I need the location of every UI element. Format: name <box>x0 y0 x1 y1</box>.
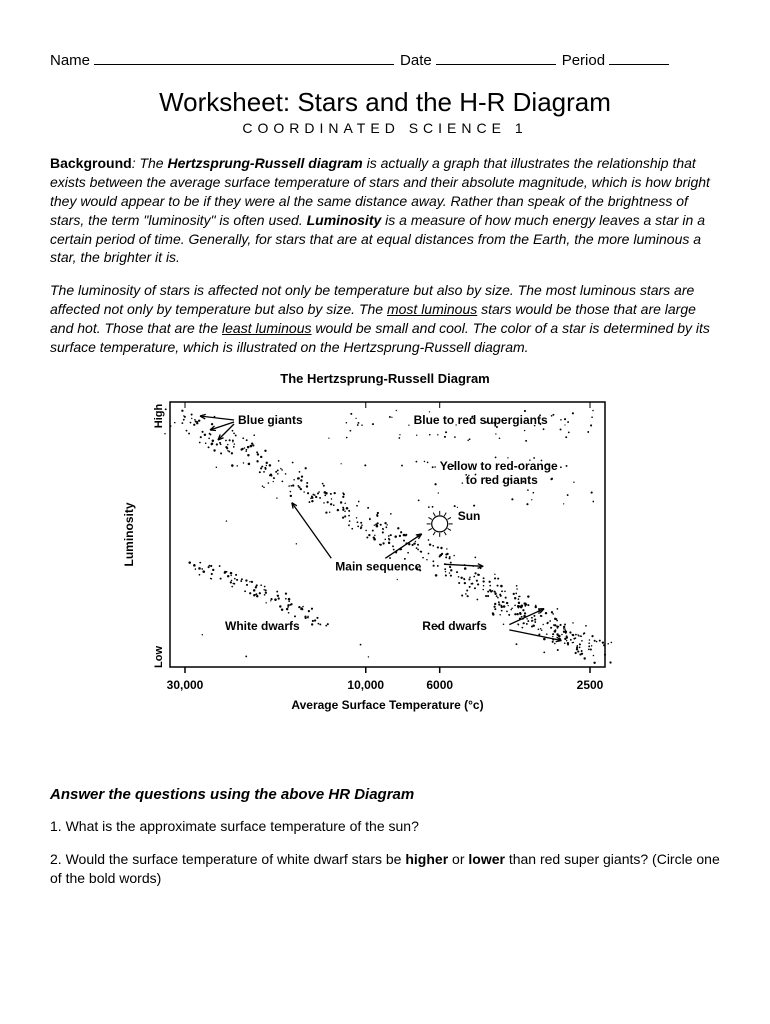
svg-text:Average Surface Temperature (: Average Surface Temperature (°c) <box>291 698 483 712</box>
background-para-1: Background: The Hertzsprung-Russell diag… <box>50 154 720 267</box>
question-1: 1. What is the approximate surface tempe… <box>50 817 720 836</box>
q2a: 2. Would the surface temperature of whit… <box>50 851 405 867</box>
date-label: Date <box>400 52 432 69</box>
svg-text:Yellow to red-orange: Yellow to red-orange <box>440 459 558 473</box>
least-luminous: least luminous <box>222 320 312 336</box>
term-luminosity: Luminosity <box>307 212 382 228</box>
svg-text:Red dwarfs: Red dwarfs <box>422 619 487 633</box>
hr-diagram-wrap: The Hertzsprung-Russell Diagram Luminosi… <box>115 371 655 772</box>
background-label: Background <box>50 155 132 171</box>
q2b: or <box>448 851 468 867</box>
svg-text:10,000: 10,000 <box>347 678 384 692</box>
most-luminous: most luminous <box>387 301 477 317</box>
p1a: : The <box>132 155 168 171</box>
svg-text:Main sequence: Main sequence <box>335 559 421 573</box>
svg-text:6000: 6000 <box>426 678 453 692</box>
header-fields: Name Date Period <box>50 50 720 69</box>
page-title: Worksheet: Stars and the H-R Diagram <box>50 87 720 118</box>
svg-text:Sun: Sun <box>458 509 481 523</box>
svg-text:High: High <box>153 403 165 428</box>
period-label: Period <box>562 52 605 69</box>
svg-text:2500: 2500 <box>577 678 604 692</box>
svg-text:Blue to red supergiants: Blue to red supergiants <box>414 413 548 427</box>
questions-heading: Answer the questions using the above HR … <box>50 786 720 803</box>
svg-text:30,000: 30,000 <box>167 678 204 692</box>
svg-text:Low: Low <box>153 645 165 667</box>
hr-diagram: Luminosity High Low30,000 10,000 6000 2500 Ave… <box>115 392 655 772</box>
svg-text:Blue giants: Blue giants <box>238 413 303 427</box>
q2-lower: lower <box>468 851 505 867</box>
svg-text:to red giants: to red giants <box>466 473 538 487</box>
question-2: 2. Would the surface temperature of whit… <box>50 850 720 888</box>
name-blank[interactable] <box>94 50 394 65</box>
svg-text:Luminosity: Luminosity <box>122 502 136 566</box>
chart-title: The Hertzsprung-Russell Diagram <box>115 371 655 386</box>
background-para-2: The luminosity of stars is affected not … <box>50 281 720 357</box>
term-hr: Hertzsprung-Russell diagram <box>167 155 362 171</box>
name-label: Name <box>50 52 90 69</box>
date-blank[interactable] <box>436 50 556 65</box>
page-subtitle: COORDINATED SCIENCE 1 <box>50 120 720 136</box>
q2-higher: higher <box>405 851 448 867</box>
svg-text:White dwarfs: White dwarfs <box>225 619 300 633</box>
worksheet-page: Name Date Period Worksheet: Stars and th… <box>0 0 770 1024</box>
period-blank[interactable] <box>609 50 669 65</box>
